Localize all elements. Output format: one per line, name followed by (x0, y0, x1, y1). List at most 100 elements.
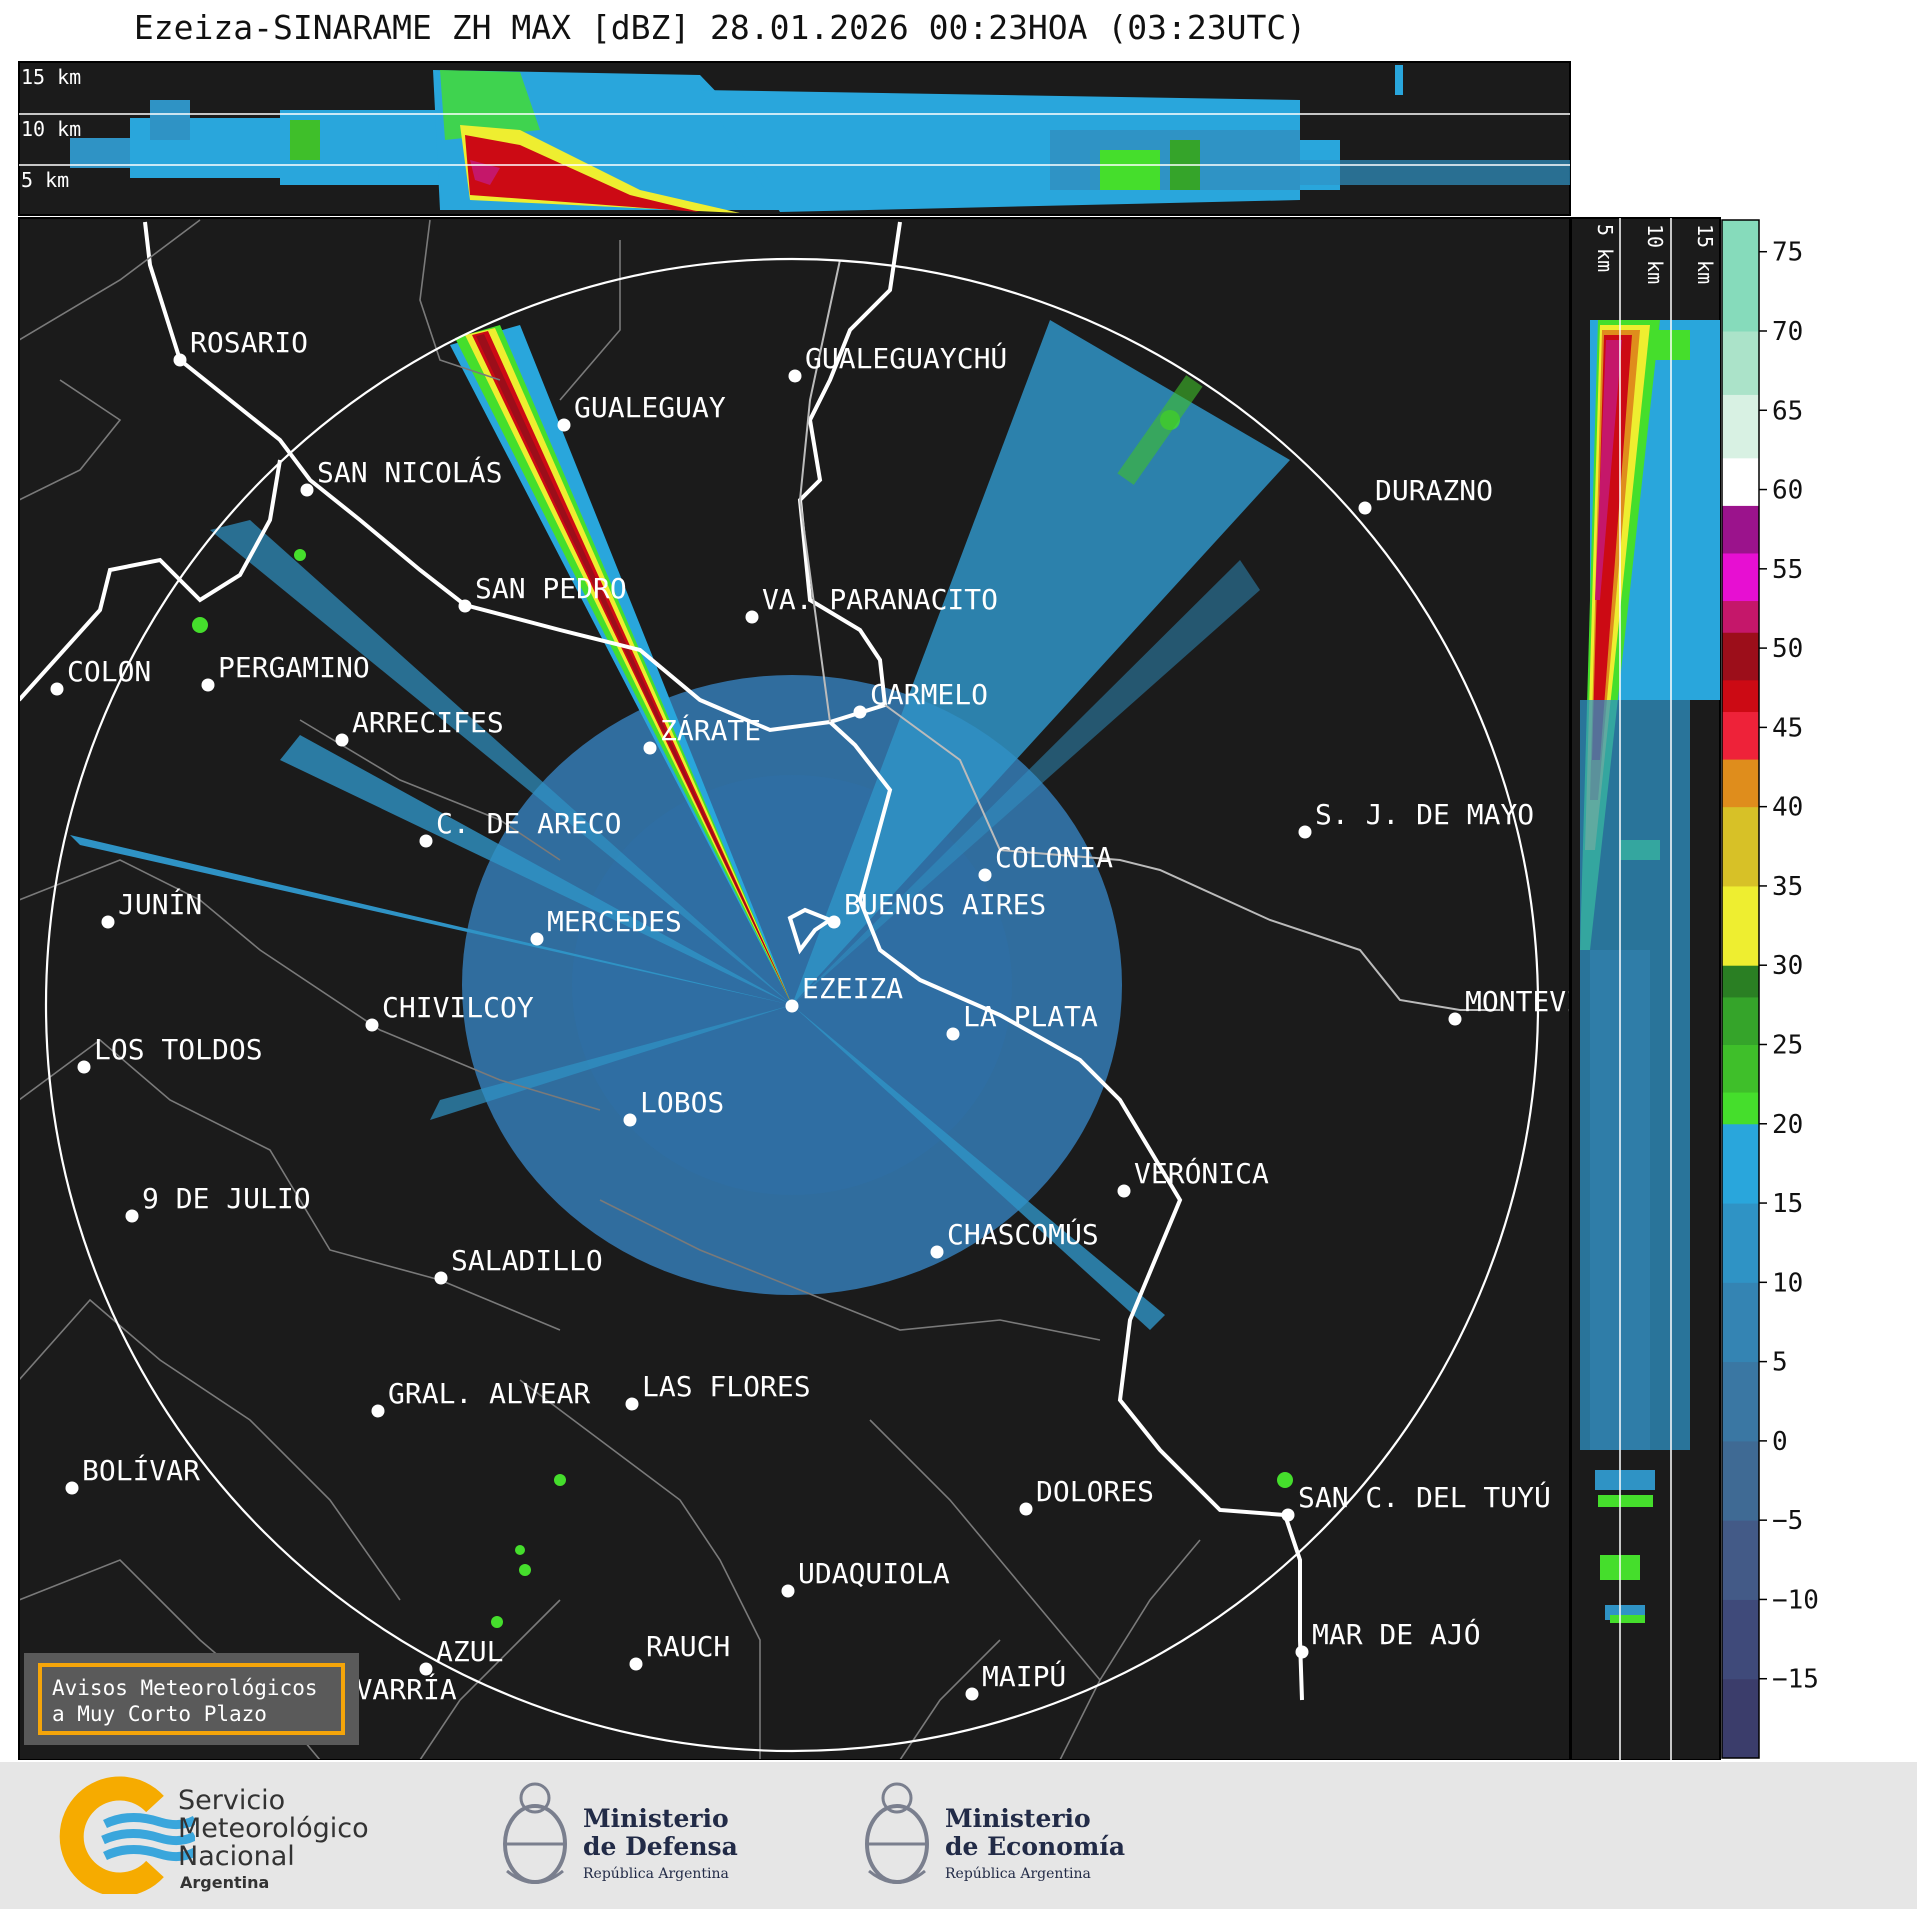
city-label: CHASCOMÚS (947, 1217, 1099, 1251)
warning-box-line1: Avisos Meteorológicos (52, 1676, 318, 1700)
city-dot (50, 682, 64, 696)
city-dot (101, 915, 115, 929)
colorbar-tick-label: −15 (1772, 1665, 1819, 1695)
city-label: JUNÍN (118, 887, 202, 921)
city-dot (335, 733, 349, 747)
footer: Servicio Meteorológico Nacional Argentin… (0, 1762, 1917, 1909)
colorbar-tick-label: 0 (1772, 1427, 1788, 1457)
colorbar-segment (1722, 552, 1759, 602)
smn-logo-line3: Nacional (178, 1841, 295, 1872)
city-dot (125, 1209, 139, 1223)
city-dot (785, 999, 799, 1013)
city-label: LOBOS (640, 1086, 724, 1119)
city-dot (77, 1060, 91, 1074)
city-marker: LA PLATA (946, 1000, 1098, 1041)
city-dot (623, 1113, 637, 1127)
colorbar-tick-label: 40 (1772, 793, 1803, 823)
city-label: RAUCH (646, 1630, 730, 1663)
radar-echo-field (70, 320, 1293, 1628)
colorbar-tick-label: 20 (1772, 1110, 1803, 1140)
colorbar-segment (1722, 965, 1759, 998)
city-label: GUALEGUAYCHÚ (805, 341, 1007, 375)
top-alt-label-15: 15 km (21, 65, 81, 89)
defensa-logo-line1: Ministerio (583, 1804, 729, 1833)
city-label: CARMELO (870, 678, 988, 711)
city-dot (853, 705, 867, 719)
city-dot (745, 610, 759, 624)
smn-logo-icon (59, 1776, 195, 1894)
map-title: Ezeiza-SINARAME ZH MAX [dBZ] 28.01.2026 … (133, 8, 1307, 47)
city-marker: LOS TOLDOS (77, 1033, 263, 1074)
city-labels: ROSARIO GUALEGUAYCHÚ GUALEGUAY SAN NICOLÁS D… (50, 326, 1570, 1714)
economia-logo-line1: Ministerio (945, 1804, 1091, 1833)
city-dot (629, 1657, 643, 1671)
top-alt-label-10: 10 km (21, 117, 81, 141)
defensa-logo-line3: República Argentina (583, 1866, 729, 1882)
city-label: BUENOS AIRES (844, 888, 1046, 921)
city-label: LA PLATA (963, 1000, 1098, 1033)
city-dot (434, 1271, 448, 1285)
colorbar-tick-label: 45 (1772, 713, 1803, 743)
city-dot (978, 868, 992, 882)
city-label: ARRECIFES (352, 706, 504, 739)
city-marker: UDAQUIOLA (781, 1557, 950, 1598)
economia-logo-line3: República Argentina (945, 1866, 1091, 1882)
colorbar-segment (1722, 885, 1759, 966)
city-label: ZÁRATE (660, 713, 761, 747)
city-marker: SAN PEDRO (458, 572, 627, 613)
city-label: GUALEGUAY (574, 391, 726, 424)
city-marker: BUENOS AIRES (827, 888, 1046, 929)
city-marker: ZÁRATE (643, 713, 761, 755)
city-dot (419, 834, 433, 848)
city-dot (458, 599, 472, 613)
colorbar-segment (1722, 806, 1759, 887)
colorbar-segment (1722, 679, 1759, 713)
colorbar-segment (1722, 711, 1759, 760)
side-alt-label-10: 10 km (1643, 224, 1667, 284)
radar-figure: 15 km 10 km 5 km (18, 61, 1819, 1760)
city-dot (173, 353, 187, 367)
colorbar-segment (1722, 1678, 1759, 1759)
smn-logo-line4: Argentina (180, 1873, 270, 1892)
top-cross-section-panel: 15 km 10 km 5 km (18, 61, 1571, 216)
colorbar-segment (1722, 996, 1759, 1045)
warning-box[interactable]: Avisos Meteorológicos a Muy Corto Plazo (24, 1653, 359, 1745)
city-marker: CHIVILCOY (365, 991, 534, 1032)
city-marker: PERGAMINO (201, 651, 370, 692)
city-label: MERCEDES (547, 905, 682, 938)
colorbar-segment (1722, 505, 1759, 554)
city-label: LOS TOLDOS (94, 1033, 263, 1066)
city-marker: JUNÍN (101, 887, 202, 929)
colorbar-segment (1722, 330, 1759, 395)
city-marker: SAN C. DEL TUYÚ (1281, 1480, 1551, 1522)
city-marker: VERÓNICA (1117, 1156, 1269, 1198)
city-marker: SAN NICOLÁS (300, 455, 502, 497)
colorbar-tick-label: 30 (1772, 951, 1803, 981)
colorbar-segment (1722, 632, 1759, 681)
colorbar-tick-label: 5 (1772, 1348, 1788, 1378)
colorbar-segment (1722, 220, 1759, 332)
city-dot (781, 1584, 795, 1598)
colorbar-tick-label: 65 (1772, 396, 1803, 426)
colorbar-frame (1721, 219, 1760, 1759)
city-marker: COLON (50, 655, 151, 696)
colorbar-segment (1722, 1203, 1759, 1283)
city-label: SALADILLO (451, 1244, 603, 1277)
city-marker: 9 DE JULIO (125, 1182, 311, 1223)
city-marker: COLONIA (978, 841, 1113, 882)
city-label: MAIPÚ (982, 1659, 1066, 1693)
city-dot (300, 483, 314, 497)
city-dot (1281, 1508, 1295, 1522)
city-dot (1448, 1012, 1462, 1026)
city-marker: GRAL. ALVEAR (371, 1377, 590, 1418)
city-marker: RAUCH (629, 1630, 730, 1671)
colorbar-tick-label: 75 (1772, 238, 1803, 268)
city-marker: AZUL (419, 1635, 503, 1676)
colorbar-segment (1722, 1440, 1759, 1521)
top-alt-label-5: 5 km (21, 168, 69, 192)
city-dot (419, 1662, 433, 1676)
city-marker: GUALEGUAYCHÚ (788, 341, 1007, 383)
city-dot (930, 1245, 944, 1259)
city-dot (371, 1404, 385, 1418)
